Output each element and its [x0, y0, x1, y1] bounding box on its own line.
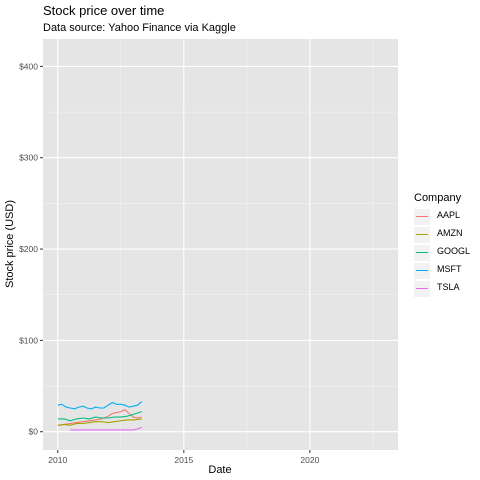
chart-title: Stock price over time: [43, 3, 165, 18]
y-tick-label: $100: [19, 335, 38, 345]
legend-key-line: [416, 270, 428, 272]
legend-key: [414, 245, 430, 261]
x-tick-label: 2015: [174, 455, 193, 465]
series-line-msft: [57, 401, 143, 410]
series-lines: [57, 401, 143, 431]
series-line-googl: [57, 411, 142, 422]
chart-subtitle: Data source: Yahoo Finance via Kaggle: [43, 22, 236, 34]
x-axis-label: Date: [208, 464, 231, 476]
legend-key: [414, 281, 430, 297]
y-tick-label: $200: [19, 244, 38, 254]
legend-item-tsla: TSLA: [414, 281, 480, 297]
legend-item-googl: GOOGL: [414, 245, 480, 261]
x-tick-label: 2020: [300, 455, 319, 465]
legend-item-aapl: AAPL: [414, 209, 480, 225]
y-tick-label: $300: [19, 153, 38, 163]
plot-panel: [43, 39, 398, 450]
x-tick-label: 2010: [48, 455, 67, 465]
legend-key-line: [416, 288, 428, 290]
legend-label: MSFT: [437, 264, 462, 274]
legend-label: TSLA: [437, 282, 460, 292]
legend-title: Company: [414, 192, 462, 204]
series-line-amzn: [57, 418, 142, 426]
legend-item-amzn: AMZN: [414, 227, 480, 243]
legend-key-line: [416, 216, 428, 218]
major-gridlines: [43, 39, 398, 450]
legend-item-msft: MSFT: [414, 263, 480, 279]
y-tick-label: $0: [29, 427, 39, 437]
legend-label: AMZN: [437, 228, 463, 238]
legend-key: [414, 227, 430, 243]
legend-key: [414, 263, 430, 279]
axis-ticks: $0 $100 $200 $300 $400 2010 2015 2020: [19, 61, 319, 465]
series-line-tsla: [70, 426, 142, 431]
legend-key-line: [416, 234, 428, 236]
minor-gridlines: [43, 39, 398, 450]
legend-key-line: [416, 252, 428, 254]
legend-label: GOOGL: [437, 246, 471, 256]
y-axis-label: Stock price (USD): [4, 200, 16, 288]
legend-key: [414, 209, 430, 225]
y-tick-label: $400: [19, 61, 38, 71]
legend-label: AAPL: [437, 210, 461, 220]
